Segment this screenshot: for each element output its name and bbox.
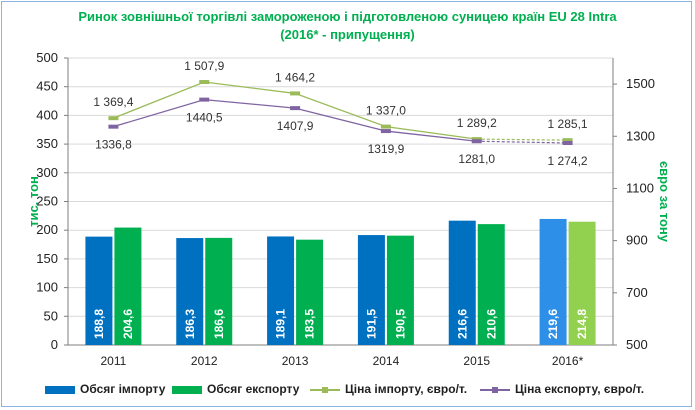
- y-tick-label-left: 200: [36, 222, 58, 237]
- legend-item-import-price: Ціна імпорту, євро/т.: [310, 379, 467, 399]
- bar-import: [85, 236, 113, 345]
- line-data-label: 1 464,2: [275, 70, 315, 84]
- legend-swatch: [45, 385, 75, 394]
- line-data-label: 1 369,4: [93, 95, 133, 109]
- y-tick-label-right: 500: [626, 337, 648, 352]
- bar-data-label: 216,6: [455, 309, 469, 339]
- x-tick-label: 2012: [191, 354, 218, 368]
- y-tick-label-right: 1300: [626, 128, 655, 143]
- line-point-marker: [471, 137, 482, 142]
- chart-title: Ринок зовнішньої торгівлі замороженою і …: [78, 9, 617, 24]
- legend-item-export-volume: Обсяг експорту: [172, 379, 299, 399]
- x-tick-label: 2014: [373, 354, 400, 368]
- line-point-marker: [108, 116, 119, 121]
- bar-export: [477, 224, 505, 345]
- y-tick-label-left: 0: [51, 337, 58, 352]
- y-tick-label-left: 300: [36, 165, 58, 180]
- y-tick-label-left: 150: [36, 251, 58, 266]
- y-tick-label-left: 100: [36, 280, 58, 295]
- bar-data-label: 188,8: [92, 309, 106, 339]
- bar-import: [176, 238, 204, 345]
- bar-import: [357, 235, 385, 345]
- line-point-marker: [290, 106, 301, 111]
- line-data-label: 1319,9: [368, 142, 405, 156]
- line-forecast-segment: [476, 138, 568, 141]
- bar-data-label: 214,8: [575, 309, 589, 339]
- bar-import: [448, 220, 476, 345]
- legend-label: Ціна імпорту, євро/т.: [345, 382, 468, 396]
- y-tick-label-left: 350: [36, 136, 58, 151]
- y-tick-label-left: 400: [36, 107, 58, 122]
- line-data-label: 1 289,2: [457, 116, 497, 130]
- line-point-marker: [199, 97, 210, 102]
- bar-data-label: 190,5: [393, 309, 407, 339]
- legend-label: Ціна експорту, євро/т.: [515, 382, 645, 396]
- legend-swatch: [310, 386, 340, 393]
- legend-item-import-volume: Обсяг імпорту: [45, 379, 165, 399]
- line-point-marker: [290, 91, 301, 96]
- line-point-marker: [108, 124, 119, 129]
- bar-export: [205, 237, 233, 345]
- legend-label: Обсяг експорту: [207, 382, 300, 396]
- line-point-marker: [380, 124, 391, 129]
- bar-data-label: 183,5: [303, 309, 317, 339]
- chart-legend: Обсяг імпорту Обсяг експорту Ціна імпорт…: [0, 379, 695, 399]
- line-point-marker: [380, 129, 391, 134]
- line-data-label: 1 337,0: [366, 104, 406, 118]
- line-data-label: 1 274,2: [548, 154, 588, 168]
- line-data-label: 1407,9: [277, 119, 314, 133]
- bar-data-label: 210,6: [484, 309, 498, 339]
- legend-swatch: [480, 386, 510, 393]
- x-tick-label: 2016*: [552, 354, 584, 368]
- x-tick-label: 2013: [282, 354, 309, 368]
- line-data-label: 1 507,9: [184, 59, 224, 73]
- bar-data-label: 219,6: [546, 309, 560, 339]
- x-tick-label: 2011: [101, 354, 127, 368]
- y-tick-label-right: 1100: [626, 180, 654, 195]
- bar-data-label: 186,6: [212, 309, 226, 339]
- chart-subtitle: (2016* - припущення): [280, 27, 415, 42]
- legend-label: Обсяг імпорту: [80, 382, 166, 396]
- line-data-label: 1 285,1: [548, 117, 588, 131]
- bar-export: [568, 221, 596, 345]
- line-data-label: 1336,8: [95, 138, 132, 152]
- legend-swatch: [172, 385, 202, 394]
- bar-data-label: 189,1: [274, 309, 288, 339]
- bar-data-label: 204,6: [121, 309, 135, 339]
- y-axis-title-right: євро за тону: [657, 161, 672, 243]
- legend-item-export-price: Ціна експорту, євро/т.: [480, 379, 644, 399]
- y-tick-label-left: 500: [36, 50, 58, 65]
- line-point-marker: [562, 138, 573, 143]
- line-data-label: 1281,0: [458, 152, 495, 166]
- bar-data-label: 186,3: [183, 309, 197, 339]
- line-forecast-segment: [476, 140, 568, 144]
- bar-export: [386, 235, 414, 345]
- y-tick-label-right: 700: [626, 285, 648, 300]
- bar-data-label: 191,5: [364, 309, 378, 339]
- line-point-marker: [471, 139, 482, 144]
- x-tick-label: 2015: [463, 354, 490, 368]
- bar-import: [267, 236, 295, 345]
- line-point-marker: [199, 80, 210, 85]
- line-data-label: 1440,5: [186, 111, 223, 125]
- line-point-marker: [562, 141, 573, 146]
- y-tick-label-right: 1500: [626, 76, 655, 91]
- y-tick-label-left: 450: [36, 79, 58, 94]
- bar-import: [539, 218, 567, 345]
- y-tick-label-left: 250: [36, 194, 58, 209]
- y-tick-label-left: 50: [44, 308, 58, 323]
- bar-export: [114, 227, 142, 345]
- y-axis-title-left: тис. тон: [26, 176, 41, 227]
- y-tick-label-right: 900: [626, 233, 648, 248]
- bar-export: [296, 239, 324, 345]
